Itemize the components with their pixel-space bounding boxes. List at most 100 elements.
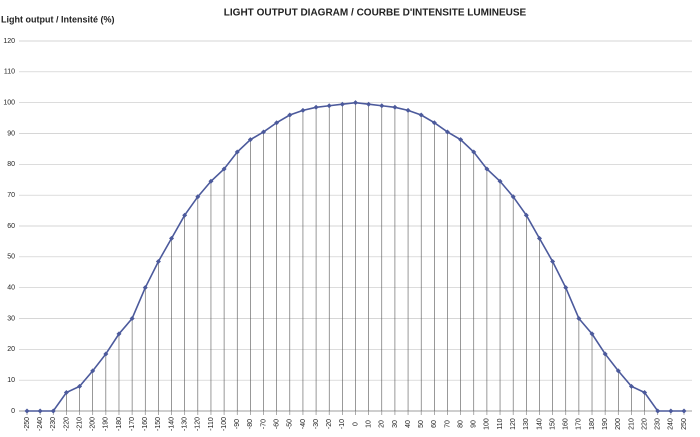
- x-tick-label: -60: [274, 419, 281, 429]
- point-marker: [221, 166, 227, 172]
- y-tick-label: 70: [7, 192, 15, 199]
- x-tick-label: -90: [234, 419, 241, 429]
- x-tick-label: 210: [628, 418, 635, 430]
- x-tick-label: -140: [168, 417, 175, 431]
- point-marker: [655, 408, 661, 414]
- x-tick-label: -160: [142, 417, 149, 431]
- point-marker: [628, 383, 634, 389]
- x-tick-label: 60: [431, 420, 438, 428]
- point-marker: [155, 258, 161, 264]
- point-marker: [602, 351, 608, 357]
- y-axis-label: Light output / Intensité (%): [1, 14, 114, 24]
- point-marker: [195, 194, 201, 200]
- point-marker: [339, 101, 345, 107]
- x-tick-label: 70: [444, 420, 451, 428]
- x-tick-label: -110: [208, 417, 215, 431]
- x-tick-label: 200: [615, 418, 622, 430]
- x-tick-label: -80: [247, 419, 254, 429]
- point-marker: [523, 212, 529, 218]
- x-tick-label: 140: [536, 418, 543, 430]
- x-tick-label: -10: [339, 419, 346, 429]
- point-marker: [550, 258, 556, 264]
- x-tick-label: -240: [37, 417, 44, 431]
- x-tick-label: 170: [576, 418, 583, 430]
- x-tick-label: 100: [484, 418, 491, 430]
- y-tick-label: 10: [7, 377, 15, 384]
- x-tick-label: -70: [260, 419, 267, 429]
- point-marker: [444, 129, 450, 135]
- y-tick-label: 110: [4, 69, 15, 76]
- x-tick-label: 150: [549, 418, 556, 430]
- x-tick-label: 130: [523, 418, 530, 430]
- point-marker: [681, 408, 687, 414]
- point-marker: [90, 368, 96, 374]
- point-marker: [484, 166, 490, 172]
- point-marker: [24, 408, 30, 414]
- x-tick-label: 30: [392, 420, 399, 428]
- point-marker: [63, 390, 69, 395]
- x-tick-label: 0: [352, 422, 359, 426]
- x-tick-label: -30: [313, 419, 320, 429]
- x-tick-label: -170: [129, 417, 136, 431]
- x-tick-label: 110: [497, 418, 504, 429]
- point-marker: [129, 316, 135, 321]
- point-marker: [668, 408, 674, 414]
- x-tick-label: -20: [326, 419, 333, 429]
- x-tick-label: 190: [602, 418, 609, 430]
- point-marker: [287, 112, 293, 118]
- point-marker: [37, 408, 43, 414]
- y-tick-label: 100: [3, 100, 15, 107]
- x-tick-label: -250: [24, 417, 31, 431]
- chart-title: LIGHT OUTPUT DIAGRAM / COURBE D'INTENSIT…: [224, 8, 527, 19]
- point-marker: [326, 103, 332, 109]
- point-marker: [77, 383, 83, 389]
- y-tick-label: 50: [7, 254, 15, 261]
- x-tick-label: -130: [182, 417, 189, 431]
- point-marker: [313, 104, 319, 110]
- point-marker: [274, 120, 280, 126]
- x-tick-label: 20: [379, 420, 386, 428]
- x-tick-label: 40: [405, 420, 412, 428]
- x-tick-label: 250: [681, 418, 688, 430]
- point-marker: [418, 112, 424, 118]
- x-tick-label: 80: [457, 420, 464, 428]
- point-marker: [182, 212, 188, 218]
- point-marker: [234, 149, 240, 155]
- x-tick-label: -210: [76, 417, 83, 431]
- x-tick-label: 90: [471, 420, 478, 428]
- point-marker: [576, 316, 582, 321]
- x-tick-label: -150: [155, 417, 162, 431]
- x-tick-label: 240: [668, 418, 675, 430]
- y-tick-label: 30: [7, 315, 15, 322]
- point-marker: [536, 235, 542, 241]
- point-marker: [642, 390, 648, 395]
- x-tick-label: -190: [103, 417, 110, 431]
- point-marker: [169, 235, 175, 241]
- y-tick-label: 120: [3, 38, 15, 45]
- point-marker: [208, 178, 214, 184]
- point-marker: [142, 285, 148, 291]
- x-tick-label: 10: [365, 420, 372, 428]
- y-tick-label: 20: [7, 346, 15, 353]
- point-marker: [497, 178, 503, 184]
- x-tick-label: 120: [510, 418, 517, 430]
- y-tick-label: 80: [7, 161, 15, 168]
- x-tick-label: -120: [195, 417, 202, 431]
- point-marker: [353, 100, 358, 106]
- x-tick-label: -220: [63, 417, 70, 431]
- point-marker: [103, 351, 109, 357]
- point-marker: [405, 107, 411, 113]
- point-marker: [471, 149, 477, 155]
- x-tick-label: -180: [116, 417, 123, 431]
- x-tick-label: -50: [287, 419, 294, 429]
- point-marker: [431, 120, 437, 126]
- x-tick-label: 180: [589, 418, 596, 430]
- point-marker: [563, 285, 569, 291]
- point-marker: [589, 331, 595, 337]
- point-marker: [615, 368, 621, 374]
- y-tick-label: 60: [7, 223, 15, 230]
- point-marker: [379, 103, 385, 109]
- y-tick-label: 90: [7, 130, 15, 137]
- x-tick-label: -200: [90, 417, 97, 431]
